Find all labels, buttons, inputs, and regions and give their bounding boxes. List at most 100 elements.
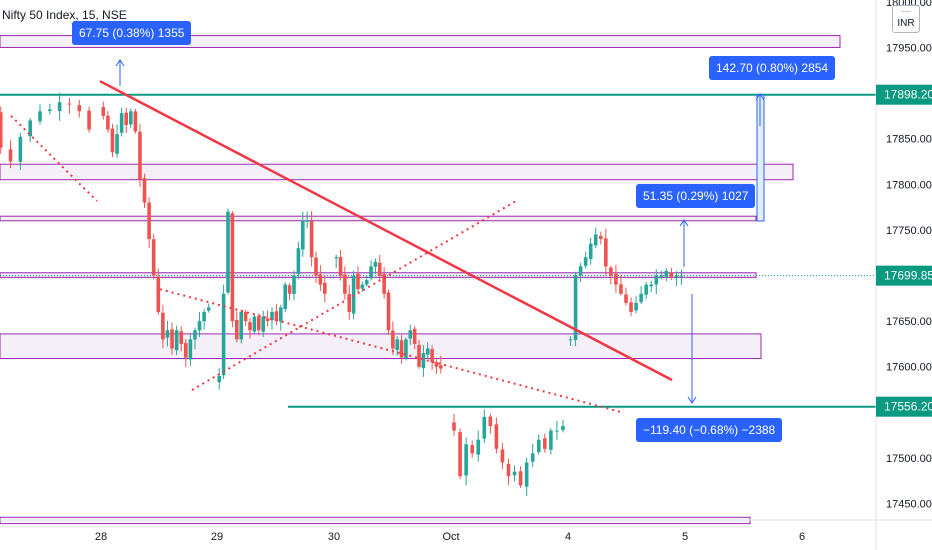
candle-body	[274, 311, 279, 322]
levels-layer	[0, 93, 876, 408]
level-badge-0-text: 17898.20	[884, 88, 932, 102]
candle-body	[639, 293, 643, 303]
measure-arrow-3-head	[679, 219, 689, 227]
candle-body	[174, 330, 179, 351]
currency-button[interactable]: — INR	[892, 5, 920, 33]
drawings-layer	[10, 59, 765, 413]
candle-body	[343, 274, 347, 294]
candle-body	[561, 426, 565, 431]
candle-body	[309, 220, 314, 258]
candle-body	[0, 112, 3, 148]
candle-body	[408, 330, 413, 339]
candle-body	[265, 318, 270, 322]
time-tick-label: 29	[211, 531, 223, 543]
candle-body	[279, 307, 283, 322]
candle-body	[674, 275, 679, 278]
candle-body	[305, 220, 309, 222]
candle-body	[573, 275, 578, 341]
candle-body	[119, 113, 124, 133]
candle-body	[18, 136, 23, 162]
candle-body	[364, 280, 369, 285]
candle-body	[235, 319, 239, 340]
candle-body	[151, 239, 156, 276]
candle-body	[296, 248, 301, 275]
zone-2	[0, 215, 757, 222]
candle-body	[323, 282, 327, 294]
candle-body	[128, 111, 133, 125]
time-tick-label: 4	[565, 531, 571, 543]
candle-body	[536, 439, 541, 453]
candle-body	[555, 430, 559, 432]
candle-body	[248, 322, 252, 331]
candle-body	[604, 238, 608, 267]
candle-body	[614, 273, 618, 285]
candle-body	[404, 339, 408, 359]
candle-body	[669, 272, 674, 278]
price-tick-label: 17750.00	[886, 225, 932, 237]
candle-body	[588, 243, 593, 260]
price-tick-label: 17600.00	[886, 362, 932, 374]
measure-label-2[interactable]: 142.70 (0.80%) 2854	[709, 56, 836, 80]
candle-body	[512, 471, 517, 476]
trendline-2	[159, 288, 622, 413]
candle-body	[399, 340, 404, 358]
candle-body	[470, 445, 474, 454]
candle-body	[578, 266, 583, 276]
candle-body	[87, 110, 91, 130]
candle-body	[500, 449, 505, 463]
candle-body	[583, 257, 588, 266]
candle-body	[452, 422, 456, 431]
measure-label-3[interactable]: 51.35 (0.29%) 1027	[636, 184, 756, 208]
candle-body	[252, 316, 257, 332]
candle-body	[170, 329, 174, 349]
candle-body	[659, 275, 664, 278]
time-tick-label: 30	[328, 531, 340, 543]
candle-body	[439, 365, 443, 369]
time-tick-label: 28	[95, 531, 107, 543]
symbol-title: Nifty 50 Index, 15, NSE	[2, 8, 127, 22]
candle-body	[239, 312, 243, 340]
zone-1	[0, 163, 794, 181]
candle-body	[654, 275, 659, 285]
candle-body	[476, 439, 481, 455]
candle-body	[261, 316, 265, 332]
candle-body	[193, 330, 197, 340]
candle-body	[147, 202, 151, 240]
trendline-rising	[191, 200, 517, 391]
candle-body	[629, 302, 633, 312]
candle-body	[165, 330, 170, 338]
candle-body	[369, 266, 373, 279]
price-axis[interactable]: 17450.0017500.0017550.0017600.0017650.00…	[875, 0, 932, 550]
candle-body	[270, 312, 274, 321]
measure-label-4[interactable]: −119.40 (−0.68%) −2388	[636, 418, 783, 442]
price-tick-label: 17500.00	[886, 453, 932, 465]
candle-body	[356, 273, 360, 290]
candle-body	[425, 348, 430, 355]
candle-body	[524, 462, 529, 487]
candle-body	[430, 349, 434, 363]
candle-body	[530, 453, 535, 462]
time-axis[interactable]: 28 29 30 Oct 4 5 6	[0, 519, 932, 543]
price-tick-label: 17450.00	[886, 499, 932, 511]
candle-body	[301, 220, 305, 250]
candle-body	[156, 276, 161, 312]
candle-body	[649, 284, 654, 287]
candle-body	[106, 115, 110, 130]
candle-body	[183, 343, 188, 358]
price-tick-label: 17850.00	[886, 134, 932, 146]
level-badge-0-bg	[876, 84, 932, 105]
candle-body	[133, 111, 138, 132]
measure-label-1[interactable]: 67.75 (0.38%) 1355	[72, 21, 192, 45]
candle-body	[110, 128, 115, 153]
candle-body	[197, 321, 202, 331]
candle-body	[360, 284, 365, 289]
candle-body	[644, 284, 648, 295]
candle-body	[287, 285, 292, 294]
candle-body	[202, 312, 206, 322]
candle-body	[38, 111, 42, 122]
candle-body	[28, 120, 32, 137]
candle-body	[226, 211, 230, 293]
candle-body	[101, 106, 106, 116]
candle-body	[417, 344, 421, 367]
